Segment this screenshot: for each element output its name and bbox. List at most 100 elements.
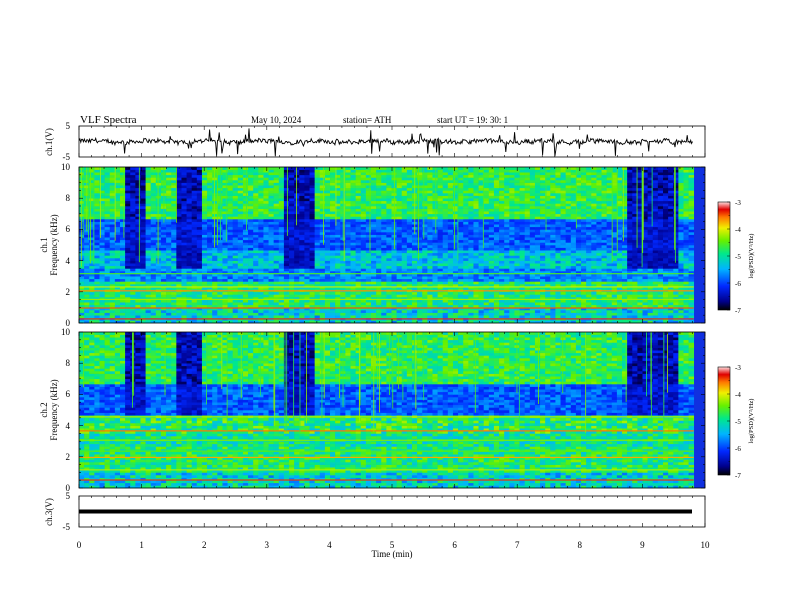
spectrogram-cell	[166, 299, 172, 303]
spectrogram-cell	[135, 252, 141, 256]
spectrogram-cell	[673, 237, 679, 241]
spectrogram-cell	[663, 315, 669, 319]
spectrogram-cell	[166, 239, 172, 243]
spectrogram-cell	[509, 273, 515, 277]
spectrogram-cell	[514, 271, 520, 274]
spectrogram-cell	[376, 278, 382, 282]
spectrogram-cell	[160, 315, 167, 319]
spectrogram-cell	[304, 302, 310, 306]
spectrogram-cell	[473, 310, 479, 313]
spectrogram-cell	[171, 255, 177, 259]
spectrogram-cell	[411, 258, 418, 261]
spectrogram-cell	[304, 304, 310, 308]
spectrogram-cell	[268, 242, 274, 246]
spectrogram-cell	[289, 299, 295, 303]
spectrogram-cell	[248, 216, 254, 220]
spectrogram-cell	[406, 258, 413, 261]
spectrogram-cell	[642, 284, 648, 287]
spectrogram-cell	[191, 310, 198, 313]
spectrogram-cell	[417, 297, 423, 300]
spectrogram-cell	[540, 278, 546, 282]
spectrogram-cell	[268, 219, 274, 222]
spectrogram-cell	[396, 312, 403, 316]
spectrogram-cell	[396, 245, 403, 248]
spectrogram-cell	[294, 271, 300, 274]
spectrogram-cell	[212, 229, 218, 233]
spectrogram-cell	[376, 299, 382, 303]
spectrogram-cell	[314, 232, 321, 235]
spectrogram-cell	[447, 255, 454, 259]
spectrogram-cell	[360, 242, 367, 246]
spectrogram-cell	[606, 315, 613, 319]
spectrogram-cell	[89, 271, 95, 274]
spectrogram-cell	[499, 229, 505, 233]
spectrogram-cell	[263, 255, 269, 259]
spectrogram-cell	[145, 226, 152, 230]
spectrogram-cell	[560, 291, 566, 295]
spectrogram-cell	[504, 255, 510, 259]
spectrogram-cell	[258, 221, 264, 225]
spectrogram-cell	[99, 315, 105, 319]
spectrogram-cell	[493, 315, 500, 319]
spectrogram-cell	[273, 276, 280, 280]
spectrogram-cell	[627, 237, 633, 241]
spectrogram-cell	[499, 232, 505, 235]
spectrogram-cell	[248, 291, 254, 295]
spectrogram-cell	[109, 258, 116, 261]
spectrogram-cell	[248, 229, 254, 233]
spectrogram-cell	[437, 268, 444, 272]
spectrogram-cell	[468, 260, 474, 264]
spectrogram-cell	[483, 273, 490, 277]
spectrogram-cell	[381, 307, 387, 311]
spectrogram-cell	[355, 263, 362, 267]
spectrogram-cell	[422, 245, 428, 248]
spectrogram-cell	[591, 219, 597, 222]
spectrogram-cell	[278, 291, 285, 295]
spectrogram-cell	[652, 239, 659, 243]
spectrogram-cell	[201, 291, 208, 295]
spectrogram-cell	[683, 307, 689, 311]
spectrogram-cell	[663, 224, 669, 228]
spectrogram-cell	[540, 304, 546, 308]
spectrogram-cell	[381, 221, 387, 225]
spectrogram-cell	[150, 263, 157, 267]
spectrogram-cell	[171, 263, 177, 267]
spectrogram-cell	[447, 219, 454, 222]
spectrogram-cell	[237, 263, 244, 267]
spectrogram-cell	[171, 320, 177, 324]
spectrogram-cell	[114, 271, 121, 274]
spectrogram-cell	[109, 310, 116, 313]
spectrogram-cell	[268, 312, 274, 316]
spectrogram-cell	[519, 304, 525, 308]
spectrogram-cell	[555, 291, 561, 295]
spectrogram-cell	[166, 224, 172, 228]
spectrogram-cell	[555, 232, 561, 235]
spectrogram-cell	[217, 276, 223, 280]
spectrogram-cell	[99, 281, 105, 285]
spectrogram-cell	[125, 320, 131, 324]
spectrogram-cell	[411, 237, 418, 241]
spectrogram-cell	[278, 307, 285, 311]
spectrogram-cell	[606, 255, 613, 259]
spectrogram-cell	[509, 234, 515, 238]
spectrogram-cell	[166, 276, 172, 280]
spectrogram-cell	[160, 229, 167, 233]
spectrogram-cell	[176, 263, 182, 267]
spectrogram-cell	[560, 221, 566, 225]
spectrogram-cell	[452, 216, 459, 220]
spectrogram-cell	[534, 234, 541, 238]
spectrogram-cell	[452, 291, 459, 295]
spectrogram-cell	[468, 281, 474, 285]
spectrogram-cell	[253, 286, 259, 290]
spectrogram-cell	[294, 263, 300, 267]
spectrogram-cell	[570, 302, 577, 306]
spectrogram-cell	[207, 281, 213, 285]
spectrogram-cell	[360, 260, 367, 264]
spectrogram-cell	[386, 234, 392, 238]
spectrogram-cell	[611, 278, 618, 282]
spectrogram-cell	[84, 265, 90, 269]
spectrogram-cell	[324, 219, 331, 222]
spectrogram-cell	[657, 312, 664, 316]
spectrogram-cell	[145, 255, 152, 259]
spectrogram-cell	[432, 271, 438, 274]
